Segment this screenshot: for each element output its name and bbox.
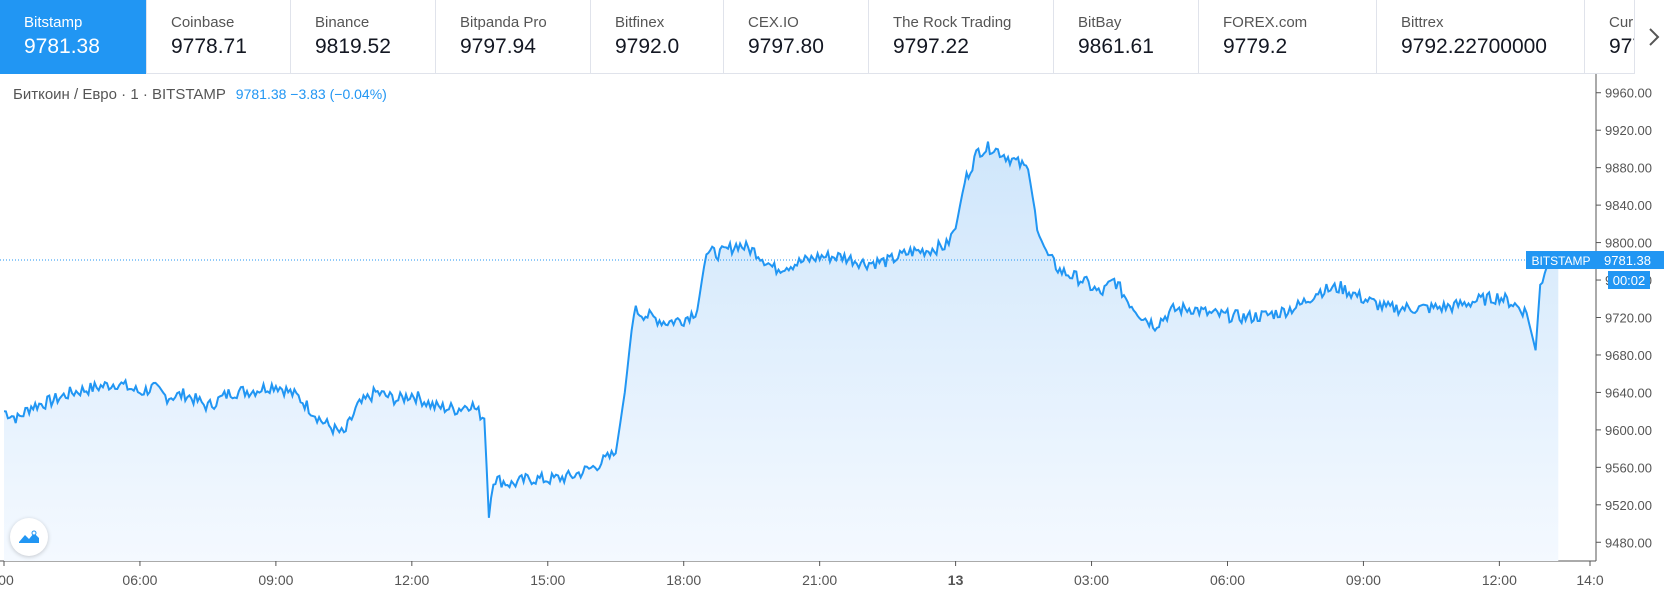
exchange-name: Coinbase	[171, 14, 235, 31]
exchange-tab-the-rock-trading[interactable]: The Rock Trading 9797.22	[869, 0, 1054, 74]
exchange-tab-forex-com[interactable]: FOREX.com 9779.2	[1199, 0, 1377, 74]
y-tick-label: 9520.00	[1605, 498, 1652, 513]
exchange-price: 9778.71	[171, 35, 247, 58]
countdown-tag: 00:02	[1613, 273, 1646, 288]
tradingview-logo-button[interactable]	[10, 518, 48, 556]
exchange-price: 9779.2	[1223, 35, 1288, 58]
y-tick-label: 9640.00	[1605, 385, 1652, 400]
price-area	[4, 141, 1559, 561]
exchange-price: 9792.22700000	[1401, 35, 1547, 58]
countdown-tag-bg	[1608, 271, 1650, 290]
y-tick-label: 9880.00	[1605, 161, 1652, 176]
exchange-tab-cex-io[interactable]: CEX.IO 9797.80	[724, 0, 869, 74]
x-tick-label: 18:00	[666, 572, 701, 588]
price-line	[3, 141, 1560, 518]
tradingview-logo-icon	[19, 530, 39, 543]
x-tick-label: 12:00	[394, 572, 429, 588]
exchange-tag-bg	[1526, 251, 1596, 270]
exchange-tab-binance[interactable]: Binance 9819.52	[291, 0, 436, 74]
exchange-tab-bittrex[interactable]: Bittrex 9792.22700000	[1377, 0, 1585, 74]
exchange-price: 9861.61	[1078, 35, 1154, 58]
exchange-price: 9792.0	[615, 35, 680, 58]
x-tick-label: 13	[948, 572, 964, 588]
time-axis[interactable]: :00 06:00 09:00 12:00 15:00 18:00 21:00 13 03:00…	[0, 561, 1604, 588]
x-tick-label: 06:00	[1210, 572, 1245, 588]
x-tick-label: 09:00	[1346, 572, 1381, 588]
exchange-name: FOREX.com	[1223, 14, 1308, 31]
next-tabs-button[interactable]	[1634, 0, 1672, 74]
exchange-tab-bitstamp[interactable]: Bitstamp 9781.38	[0, 0, 147, 74]
last-price-tag-bg	[1596, 251, 1664, 270]
symbol-title: Биткоин / Евро · 1 · BITSTAMP	[13, 86, 226, 103]
exchange-tab-bitbay[interactable]: BitBay 9861.61	[1054, 0, 1199, 74]
exchange-tab-bitfinex[interactable]: Bitfinex 9792.0	[591, 0, 724, 74]
legend-last-price: 9781.38	[235, 86, 287, 102]
exchange-price: 9797.80	[748, 35, 824, 58]
x-tick-label: 14:0	[1576, 572, 1603, 588]
exchange-name: BitBay	[1078, 14, 1122, 31]
exchange-name: CEX.IO	[748, 14, 799, 31]
x-tick-label: :00	[0, 572, 14, 588]
exchange-price: 9819.52	[315, 35, 391, 58]
chevron-right-icon	[1648, 28, 1659, 46]
y-tick-label: 9720.00	[1605, 311, 1652, 326]
exchange-tab-coinbase[interactable]: Coinbase 9778.71	[147, 0, 291, 74]
exchange-price: 9781.38	[24, 35, 100, 58]
exchange-name: Binance	[315, 14, 370, 31]
x-tick-label: 03:00	[1074, 572, 1109, 588]
y-tick-label: 9560.00	[1605, 460, 1652, 475]
y-tick-label: 9960.00	[1605, 86, 1652, 101]
x-tick-label: 21:00	[802, 572, 837, 588]
exchange-name: The Rock Trading	[893, 14, 1012, 31]
chart-legend: Биткоин / Евро · 1 · BITSTAMP 9781.38 −3…	[13, 86, 387, 103]
y-tick-label: 9480.00	[1605, 535, 1652, 550]
price-axis[interactable]: 9480.00 9520.00 9560.00 9600.00 9640.00 9680.…	[1596, 86, 1652, 551]
legend-change: −3.83 (−0.04%)	[290, 86, 387, 102]
y-tick-label: 9680.00	[1605, 348, 1652, 363]
exchange-price: 9797.94	[460, 35, 536, 58]
y-tick-label: 9800.00	[1605, 236, 1652, 251]
y-tick-label: 9600.00	[1605, 423, 1652, 438]
y-tick-label: 9920.00	[1605, 123, 1652, 138]
y-tick-label: 9840.00	[1605, 198, 1652, 213]
exchange-tag-label: BITSTAMP	[1531, 254, 1590, 268]
exchange-name: Bittrex	[1401, 14, 1444, 31]
last-price-tag: 9781.38	[1604, 253, 1651, 268]
x-tick-label: 09:00	[258, 572, 293, 588]
x-tick-label: 06:00	[122, 572, 157, 588]
exchange-name: Bitfinex	[615, 14, 665, 31]
exchange-name: Bitstamp	[24, 14, 83, 31]
exchange-price: 9797.22	[893, 35, 969, 58]
x-tick-label: 12:00	[1482, 572, 1517, 588]
exchange-name: Bitpanda Pro	[460, 14, 547, 31]
x-tick-label: 15:00	[530, 572, 565, 588]
exchange-tab-bitpanda-pro[interactable]: Bitpanda Pro 9797.94	[436, 0, 591, 74]
exchange-tabs: Bitstamp 9781.38 Coinbase 9778.71 Binance 981…	[0, 0, 1672, 74]
